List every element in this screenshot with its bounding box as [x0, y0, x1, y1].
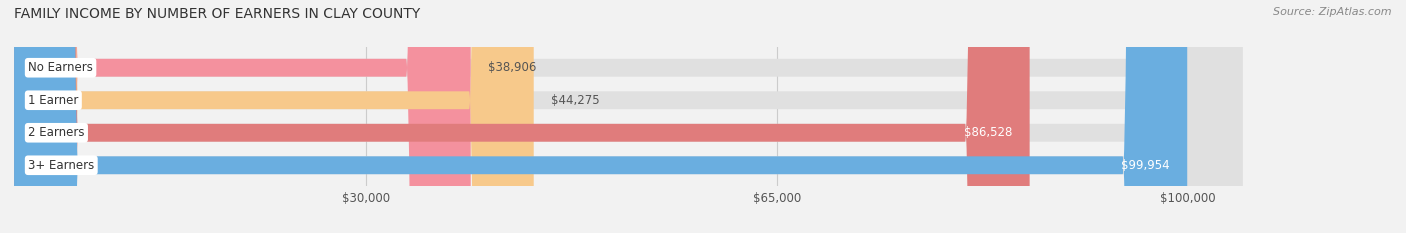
Text: 3+ Earners: 3+ Earners — [28, 159, 94, 172]
Text: Source: ZipAtlas.com: Source: ZipAtlas.com — [1274, 7, 1392, 17]
FancyBboxPatch shape — [14, 0, 1243, 233]
FancyBboxPatch shape — [14, 0, 1243, 233]
Text: $99,954: $99,954 — [1121, 159, 1170, 172]
FancyBboxPatch shape — [14, 0, 1029, 233]
Text: 2 Earners: 2 Earners — [28, 126, 84, 139]
Text: 1 Earner: 1 Earner — [28, 94, 79, 107]
FancyBboxPatch shape — [14, 0, 1243, 233]
FancyBboxPatch shape — [14, 0, 471, 233]
FancyBboxPatch shape — [14, 0, 1187, 233]
Text: FAMILY INCOME BY NUMBER OF EARNERS IN CLAY COUNTY: FAMILY INCOME BY NUMBER OF EARNERS IN CL… — [14, 7, 420, 21]
Text: No Earners: No Earners — [28, 61, 93, 74]
FancyBboxPatch shape — [14, 0, 534, 233]
Text: $44,275: $44,275 — [551, 94, 600, 107]
Text: $86,528: $86,528 — [963, 126, 1012, 139]
Text: $38,906: $38,906 — [488, 61, 537, 74]
FancyBboxPatch shape — [14, 0, 1243, 233]
